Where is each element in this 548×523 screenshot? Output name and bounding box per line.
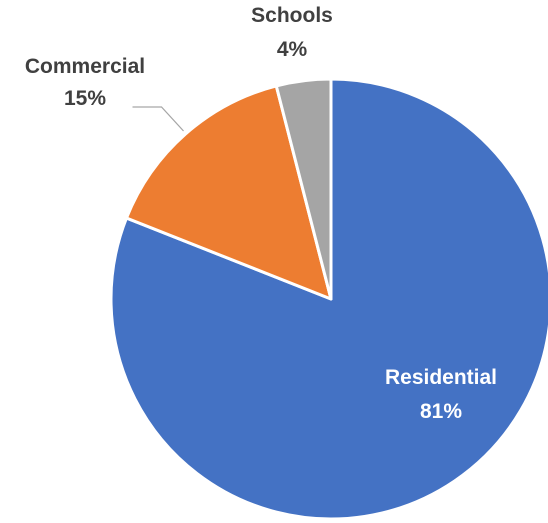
slice-label-schools: Schools	[251, 4, 333, 27]
pie-slice-commercial	[124, 84, 333, 301]
slice-label-residential: Residential	[385, 366, 497, 389]
leader-line-commercial	[132, 106, 184, 132]
leader-lines	[132, 106, 184, 132]
slice-value-schools: 4%	[277, 38, 308, 61]
slice-label-commercial: Commercial	[25, 55, 145, 78]
slice-value-commercial: 15%	[64, 87, 106, 110]
pie-slice-schools	[274, 77, 333, 301]
pie-slices	[109, 77, 548, 521]
slice-value-residential: 81%	[420, 400, 462, 423]
slice-labels: Residential 81% Commercial 15% Schools 4%	[25, 4, 497, 423]
